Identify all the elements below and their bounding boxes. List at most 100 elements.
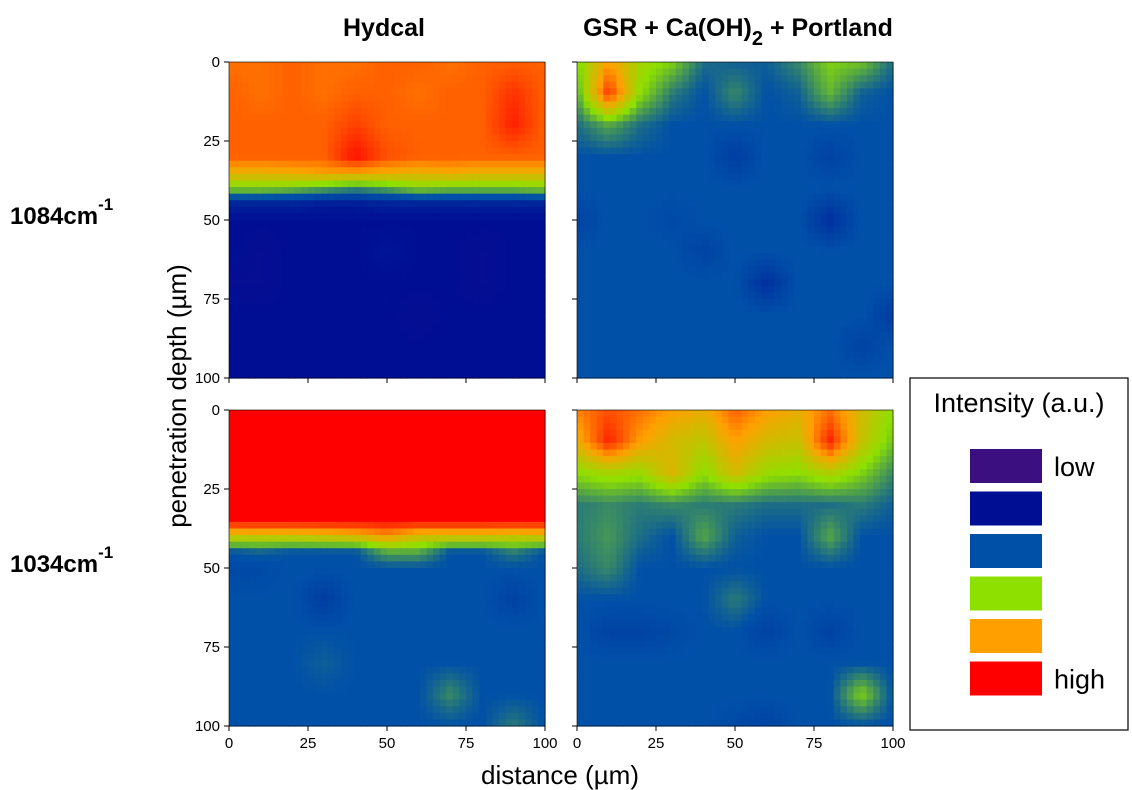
heatmap-cell — [479, 62, 487, 70]
heatmap-cell — [413, 81, 421, 89]
heatmap-cell — [485, 220, 493, 228]
heatmap-cell — [662, 233, 670, 241]
heatmap-cell — [340, 114, 349, 122]
heatmap-cell — [688, 187, 697, 195]
heatmap-cell — [656, 121, 664, 129]
heatmap-cell — [446, 299, 454, 307]
heatmap-cell — [577, 193, 585, 201]
heatmap-cell — [433, 127, 441, 136]
heatmap-cell — [721, 160, 730, 168]
heatmap-cell — [669, 173, 677, 182]
heatmap-cell — [794, 318, 802, 326]
heatmap-cell — [452, 167, 461, 175]
heatmap-cell — [406, 325, 414, 333]
heatmap-cell — [400, 272, 408, 280]
heatmap-cell — [314, 233, 322, 241]
heatmap-cell — [505, 213, 513, 221]
heatmap-cell — [393, 213, 401, 221]
heatmap-cell — [886, 94, 894, 103]
heatmap-cell — [479, 233, 487, 241]
heatmap-cell — [814, 325, 822, 333]
heatmap-cell — [281, 200, 289, 208]
heatmap-cell — [596, 299, 604, 307]
heatmap-cell — [518, 233, 526, 241]
heatmap-cell — [616, 285, 624, 294]
heatmap-cell — [261, 456, 270, 464]
heatmap-cell — [840, 279, 848, 287]
heatmap-cell — [406, 410, 414, 418]
heatmap-cell — [373, 114, 382, 122]
heatmap-cell — [446, 436, 454, 444]
heatmap-cell — [794, 345, 802, 353]
heatmap-cell — [387, 154, 395, 162]
heatmap-cell — [308, 141, 316, 149]
heatmap-cell — [715, 141, 723, 149]
heatmap-cell — [761, 75, 769, 83]
heatmap-cell — [354, 220, 362, 228]
heatmap-cell — [669, 134, 677, 142]
heatmap-cell — [662, 68, 670, 76]
heatmap-cell — [603, 318, 611, 326]
heatmap-cell — [616, 108, 624, 116]
heatmap-cell — [288, 200, 296, 208]
heatmap-cell — [846, 246, 855, 254]
heatmap-cell — [301, 318, 309, 326]
heatmap-cell — [675, 62, 683, 70]
heatmap-cell — [446, 285, 454, 294]
heatmap-cell — [800, 88, 809, 96]
heatmap-cell — [452, 239, 461, 247]
heatmap-cell — [623, 285, 631, 294]
heatmap-cell — [886, 180, 894, 188]
heatmap-cell — [413, 206, 421, 215]
heatmap-cell — [321, 318, 329, 326]
heatmap-cell — [741, 75, 749, 83]
heatmap-cell — [616, 279, 624, 287]
heatmap-cell — [498, 141, 507, 149]
heatmap-cell — [439, 272, 447, 280]
heatmap-cell — [419, 351, 428, 359]
heatmap-cell — [301, 410, 309, 418]
heatmap-cell — [393, 147, 401, 155]
heatmap-cell — [596, 154, 604, 162]
heatmap-cell — [433, 187, 441, 195]
heatmap-cell — [715, 233, 723, 241]
heatmap-cell — [629, 305, 637, 313]
heatmap-cell — [452, 272, 461, 280]
heatmap-cell — [662, 114, 670, 122]
heatmap-cell — [649, 239, 657, 247]
heatmap-cell — [761, 358, 769, 366]
heatmap-cell — [794, 292, 802, 300]
heatmap-cell — [321, 338, 329, 346]
heatmap-cell — [472, 416, 480, 424]
heatmap-cell — [485, 259, 493, 267]
heatmap-cell — [609, 206, 618, 215]
heatmap-cell — [426, 94, 434, 103]
heatmap-cell — [761, 213, 769, 221]
heatmap-cell — [761, 101, 769, 109]
heatmap-cell — [452, 233, 461, 241]
heatmap-cell — [787, 351, 795, 359]
heatmap-cell — [827, 259, 835, 267]
heatmap-cell — [288, 226, 296, 234]
heatmap-cell — [525, 154, 533, 162]
heatmap-cell — [675, 226, 683, 234]
heatmap-cell — [774, 371, 782, 379]
row-label-1034-superscript: -1 — [98, 543, 113, 562]
heatmap-cell — [518, 193, 526, 201]
heatmap-cell — [609, 141, 618, 149]
heatmap-cell — [616, 252, 624, 261]
heatmap-cell — [774, 299, 782, 307]
heatmap-cell — [334, 345, 342, 353]
heatmap-cell — [879, 233, 888, 241]
heatmap-cell — [321, 312, 329, 320]
heatmap-cell — [400, 180, 408, 188]
heatmap-cell — [360, 206, 368, 215]
heatmap-cell — [814, 121, 822, 129]
heatmap-cell — [860, 279, 868, 287]
heatmap-cell — [636, 141, 644, 149]
heatmap-cell — [702, 147, 710, 155]
heatmap-cell — [367, 68, 375, 76]
heatmap-cell — [314, 239, 322, 247]
heatmap-cell — [334, 266, 342, 274]
heatmap-cell — [400, 338, 408, 346]
